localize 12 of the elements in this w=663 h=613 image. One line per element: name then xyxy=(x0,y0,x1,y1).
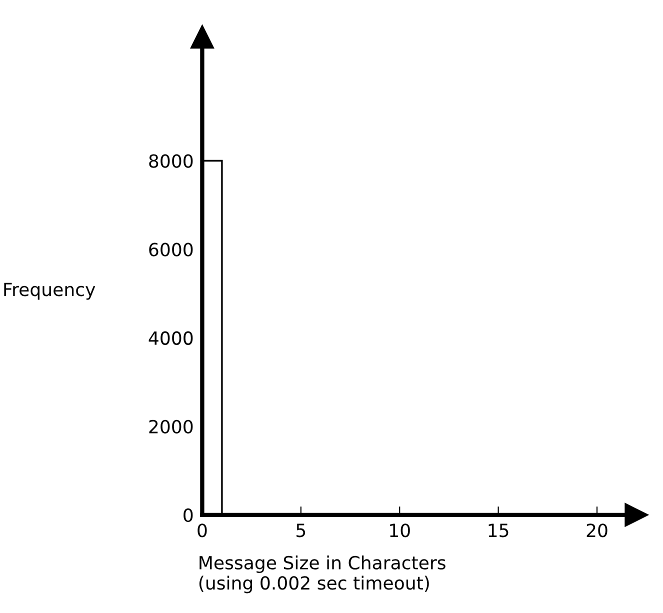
x-tick-label: 20 xyxy=(586,524,608,538)
x-tick-label: 0 xyxy=(198,524,207,538)
x-tick-label: 5 xyxy=(296,524,306,538)
y-tick-label: 2000 xyxy=(149,420,193,434)
y-tick-label: 6000 xyxy=(149,242,193,256)
y-tick-label: 8000 xyxy=(149,154,193,168)
x-axis-title: Message Size in Characters (using 0.002 sec timeout) xyxy=(199,556,446,594)
y-tick-label: 0 xyxy=(184,508,193,522)
x-tick-label: 15 xyxy=(488,524,508,538)
y-axis-title: Frequency xyxy=(4,282,96,300)
x-tick-label: 10 xyxy=(390,524,410,538)
y-tick-label: 4000 xyxy=(148,331,193,345)
